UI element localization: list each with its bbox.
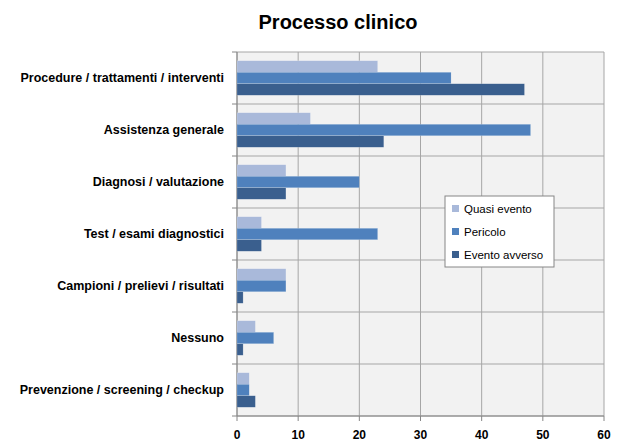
legend-label: Quasi evento: [464, 203, 532, 215]
legend-swatch: [452, 228, 459, 235]
bar: [237, 176, 359, 188]
category-tick: [232, 260, 237, 261]
category-label: Campioni / prelievi / risultati: [57, 279, 224, 293]
x-tick-label: 10: [291, 428, 305, 442]
grid-line: [604, 52, 605, 416]
bars: [237, 61, 531, 408]
bar: [237, 113, 310, 125]
category-tick: [232, 416, 237, 417]
x-tick: [481, 416, 482, 421]
x-tick: [237, 416, 238, 421]
chart-svg: 0 10 20 30 40 50 60 Procedure / trattamenti / i…: [0, 0, 619, 444]
bar: [237, 332, 274, 344]
bar: [237, 373, 249, 385]
x-tick-label: 0: [234, 428, 241, 442]
bar: [237, 188, 286, 200]
bar: [237, 292, 243, 304]
x-tick-label: 40: [475, 428, 489, 442]
x-tick-label: 30: [414, 428, 428, 442]
bar: [237, 280, 286, 292]
bar: [237, 165, 286, 177]
category-label: Nessuno: [171, 331, 224, 345]
category-grid-line: [237, 104, 604, 105]
category-label: Prevenzione / screening / checkup: [20, 383, 225, 397]
x-tick: [298, 416, 299, 421]
category-grid-line: [237, 312, 604, 313]
bar: [237, 228, 378, 240]
bar: [237, 61, 378, 73]
category-tick: [232, 156, 237, 157]
chart-container: 0 10 20 30 40 50 60 Procedure / trattamenti / i…: [0, 0, 619, 444]
bar: [237, 321, 255, 333]
category-tick: [232, 104, 237, 105]
x-tick-label: 50: [536, 428, 550, 442]
category-tick: [232, 52, 237, 53]
category-tick: [232, 208, 237, 209]
x-tick: [542, 416, 543, 421]
legend-box: [445, 196, 554, 267]
bar: [237, 217, 261, 229]
bar: [237, 240, 261, 252]
category-tick: [232, 364, 237, 365]
category-label: Diagnosi / valutazione: [93, 175, 224, 189]
bar: [237, 84, 524, 96]
category-tick: [232, 312, 237, 313]
category-label: Procedure / trattamenti / interventi: [20, 71, 224, 85]
category-label: Test / esami diagnostici: [84, 227, 224, 241]
bar: [237, 72, 451, 84]
chart-title: Processo clinico: [259, 11, 418, 33]
legend-label: Evento avverso: [464, 249, 543, 261]
x-tick: [604, 416, 605, 421]
x-tick-label: 60: [597, 428, 611, 442]
x-tick: [420, 416, 421, 421]
bar: [237, 344, 243, 356]
category-grid-line: [237, 364, 604, 365]
category-label: Assistenza generale: [104, 123, 224, 137]
bar: [237, 136, 384, 148]
legend-swatch: [452, 205, 459, 212]
x-tick-label: 20: [353, 428, 367, 442]
x-tick: [359, 416, 360, 421]
bar: [237, 384, 249, 396]
bar: [237, 396, 255, 408]
category-grid-line: [237, 156, 604, 157]
legend-label: Pericolo: [464, 226, 506, 238]
bar: [237, 124, 531, 136]
bar: [237, 269, 286, 281]
plot-background: [237, 52, 604, 416]
grid-line: [420, 52, 421, 416]
legend-swatch: [452, 251, 459, 258]
category-grid-line: [237, 52, 604, 53]
